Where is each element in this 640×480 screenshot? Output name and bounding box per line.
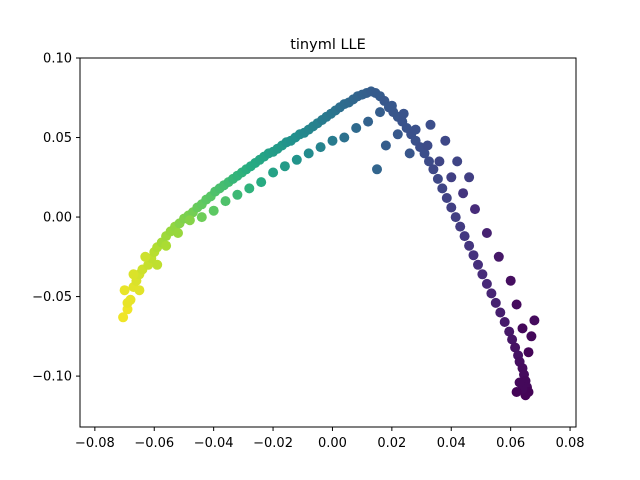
x-tick-label: −0.04 (194, 436, 234, 451)
scatter-point (327, 135, 338, 146)
x-tick-label: 0.00 (318, 436, 347, 451)
scatter-point (434, 156, 445, 167)
y-axis-ticks: 0.10 0.05 0.00 −0.05 −0.10 (32, 52, 80, 385)
scatter-point (184, 215, 195, 226)
scatter-point (363, 116, 374, 127)
scatter-point (452, 156, 463, 167)
scatter-point (372, 164, 382, 175)
y-tick-label: 0.10 (43, 52, 72, 67)
scatter-point (315, 142, 326, 153)
scatter-point (504, 326, 515, 337)
scatter-point (517, 323, 528, 334)
y-tick-label: −0.05 (32, 290, 72, 305)
scatter-point (425, 119, 436, 130)
scatter-point (477, 269, 488, 280)
scatter-point (424, 156, 434, 167)
scatter-point (464, 240, 475, 251)
scatter-point (291, 154, 302, 165)
scatter-point (459, 231, 470, 242)
x-tick-label: −0.08 (75, 436, 115, 451)
scatter-point (495, 307, 506, 318)
x-tick-label: 0.08 (556, 436, 585, 451)
scatter-point (490, 297, 501, 308)
scatter-point (428, 164, 439, 175)
scatter-point (422, 140, 433, 151)
scatter-point (468, 250, 479, 261)
data-points (118, 86, 540, 401)
scatter-point (256, 177, 267, 188)
x-axis-ticks: −0.08 −0.06 −0.04 −0.02 0.00 0.02 0.04 0.06 0.08 (75, 427, 585, 451)
scatter-point (529, 315, 540, 326)
scatter-point (386, 100, 397, 111)
scatter-point (437, 183, 448, 194)
scatter-point (118, 312, 129, 323)
scatter-point (268, 167, 279, 178)
scatter-point (511, 299, 522, 310)
scatter-point (499, 317, 510, 327)
scatter-point (380, 140, 391, 151)
scatter-point (440, 135, 451, 146)
scatter-point (351, 123, 362, 133)
scatter-point (279, 161, 290, 172)
x-tick-label: −0.02 (253, 436, 293, 451)
scatter-point (481, 228, 492, 238)
scatter-point (464, 172, 475, 183)
scatter-point (140, 251, 151, 262)
scatter-point (134, 285, 145, 296)
x-tick-label: 0.06 (496, 436, 525, 451)
scatter-point (122, 297, 133, 308)
x-tick-label: −0.06 (134, 436, 174, 451)
scatter-point (523, 347, 534, 358)
scatter-point (119, 285, 130, 296)
scatter-point (446, 202, 457, 213)
scatter-point (450, 212, 461, 223)
scatter-point (441, 193, 452, 203)
scatter-point (511, 387, 522, 397)
scatter-point (410, 124, 421, 135)
scatter-point (375, 107, 385, 118)
scatter-point (220, 196, 231, 207)
scatter-point (128, 269, 139, 280)
scatter-point (208, 205, 219, 216)
scatter-point (303, 148, 314, 159)
scatter-point (196, 212, 207, 223)
chart-title: tinyml LLE (290, 37, 366, 53)
scatter-point (505, 275, 516, 286)
scatter-point (507, 334, 518, 345)
scatter-point (152, 259, 163, 270)
scatter-point (526, 331, 537, 342)
y-tick-label: 0.00 (43, 211, 72, 226)
scatter-point (232, 189, 243, 200)
scatter-point (493, 251, 504, 262)
x-tick-label: 0.02 (377, 436, 406, 451)
scatter-point (392, 129, 403, 140)
scatter-point (446, 172, 457, 183)
scatter-point (244, 183, 255, 194)
scatter-point (432, 173, 443, 184)
scatter-point (486, 288, 497, 299)
axes-frame (79, 57, 577, 428)
scatter-point (339, 132, 350, 143)
y-tick-label: 0.05 (43, 131, 72, 146)
scatter-point (458, 188, 469, 199)
scatter-point (470, 204, 480, 215)
scatter-point (510, 342, 521, 353)
scatter-point (455, 221, 466, 232)
scatter-point (173, 228, 183, 238)
scatter-point (161, 240, 172, 251)
scatter-point (398, 108, 409, 119)
y-tick-label: −0.10 (32, 370, 72, 385)
scatter-point (481, 278, 492, 289)
x-tick-label: 0.04 (437, 436, 466, 451)
scatter-point (404, 148, 415, 159)
scatter-point (419, 148, 430, 159)
scatter-point (473, 259, 483, 270)
scatter-point (514, 377, 525, 388)
